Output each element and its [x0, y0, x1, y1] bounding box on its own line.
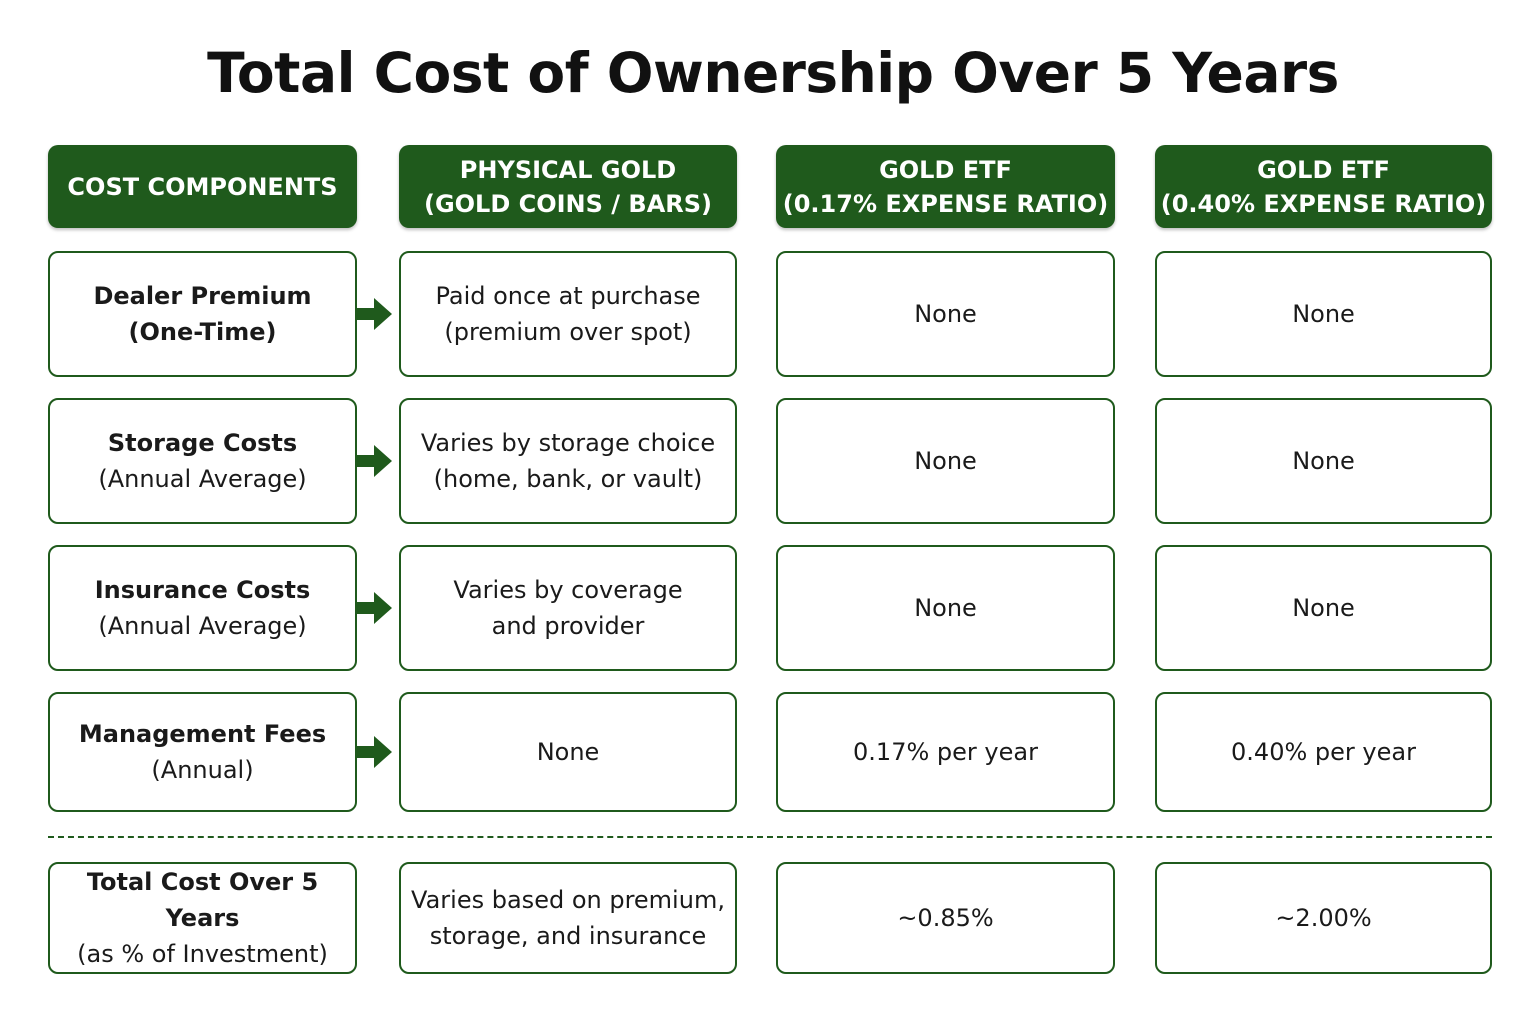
component-name: Storage Costs	[107, 429, 298, 457]
component-qualifier: (as % of Investment)	[77, 940, 328, 968]
row-storage-costs-etf-017: None	[776, 398, 1115, 524]
cell-line: (home, bank, or vault)	[433, 465, 703, 493]
cell-line: Varies based on premium,	[411, 886, 725, 914]
cell-line: Varies by storage choice	[420, 429, 716, 457]
right-arrow-icon	[356, 736, 392, 768]
header-cost-components: COST COMPONENTS	[48, 145, 357, 228]
cell-value: ~0.85%	[897, 904, 994, 932]
component-qualifier: (Annual Average)	[98, 612, 307, 640]
section-divider	[48, 836, 1492, 838]
row-storage-costs-etf-040: None	[1155, 398, 1492, 524]
right-arrow-icon	[356, 445, 392, 477]
row-management-fees-physical: None	[399, 692, 737, 812]
row-insurance-costs-physical: Varies by coverage and provider	[399, 545, 737, 671]
total-row-etf-040: ~2.00%	[1155, 862, 1492, 974]
cell-value: None	[914, 447, 977, 475]
header-sublabel: (0.17% EXPENSE RATIO)	[782, 189, 1109, 218]
cell-line: Varies by coverage	[453, 576, 683, 604]
component-name: Total Cost Over 5 Years	[86, 868, 319, 932]
row-storage-costs-component: Storage Costs (Annual Average)	[48, 398, 357, 524]
right-arrow-icon	[356, 298, 392, 330]
component-name: Insurance Costs	[94, 576, 311, 604]
total-row-physical: Varies based on premium, storage, and in…	[399, 862, 737, 974]
cell-value: 0.17% per year	[853, 738, 1038, 766]
row-insurance-costs-component: Insurance Costs (Annual Average)	[48, 545, 357, 671]
row-dealer-premium-etf-040: None	[1155, 251, 1492, 377]
row-storage-costs-physical: Varies by storage choice (home, bank, or…	[399, 398, 737, 524]
total-row-component: Total Cost Over 5 Years (as % of Investm…	[48, 862, 357, 974]
cell-value: None	[1292, 447, 1355, 475]
row-management-fees-etf-017: 0.17% per year	[776, 692, 1115, 812]
page-title: Total Cost of Ownership Over 5 Years	[207, 41, 1339, 105]
header-label: PHYSICAL GOLD	[459, 155, 677, 184]
component-qualifier: (Annual)	[151, 756, 254, 784]
row-dealer-premium-etf-017: None	[776, 251, 1115, 377]
header-gold-etf-017: GOLD ETF (0.17% EXPENSE RATIO)	[776, 145, 1115, 228]
cell-value: None	[914, 594, 977, 622]
component-name: Management Fees	[78, 720, 327, 748]
cell-value: None	[1292, 594, 1355, 622]
row-management-fees-etf-040: 0.40% per year	[1155, 692, 1492, 812]
component-qualifier: (One-Time)	[128, 318, 277, 346]
cell-line: Paid once at purchase	[435, 282, 701, 310]
row-insurance-costs-etf-040: None	[1155, 545, 1492, 671]
right-arrow-icon	[356, 592, 392, 624]
cell-value: None	[1292, 300, 1355, 328]
header-sublabel: (0.40% EXPENSE RATIO)	[1160, 189, 1487, 218]
row-dealer-premium-physical: Paid once at purchase (premium over spot…	[399, 251, 737, 377]
header-physical-gold: PHYSICAL GOLD (GOLD COINS / BARS)	[399, 145, 737, 228]
cell-value: None	[536, 738, 600, 766]
component-qualifier: (Annual Average)	[98, 465, 307, 493]
header-label: GOLD ETF	[1257, 155, 1390, 184]
cell-value: 0.40% per year	[1231, 738, 1416, 766]
header-label: GOLD ETF	[879, 155, 1012, 184]
row-management-fees-component: Management Fees (Annual)	[48, 692, 357, 812]
header-gold-etf-040: GOLD ETF (0.40% EXPENSE RATIO)	[1155, 145, 1492, 228]
header-sublabel: (GOLD COINS / BARS)	[423, 189, 713, 218]
cell-line: (premium over spot)	[444, 318, 692, 346]
cell-line: and provider	[491, 612, 645, 640]
row-insurance-costs-etf-017: None	[776, 545, 1115, 671]
cell-value: ~2.00%	[1275, 904, 1372, 932]
cell-value: None	[914, 300, 977, 328]
header-label: COST COMPONENTS	[67, 172, 338, 201]
total-row-etf-017: ~0.85%	[776, 862, 1115, 974]
row-dealer-premium-component: Dealer Premium (One-Time)	[48, 251, 357, 377]
cell-line: storage, and insurance	[429, 922, 707, 950]
component-name: Dealer Premium	[93, 282, 312, 310]
